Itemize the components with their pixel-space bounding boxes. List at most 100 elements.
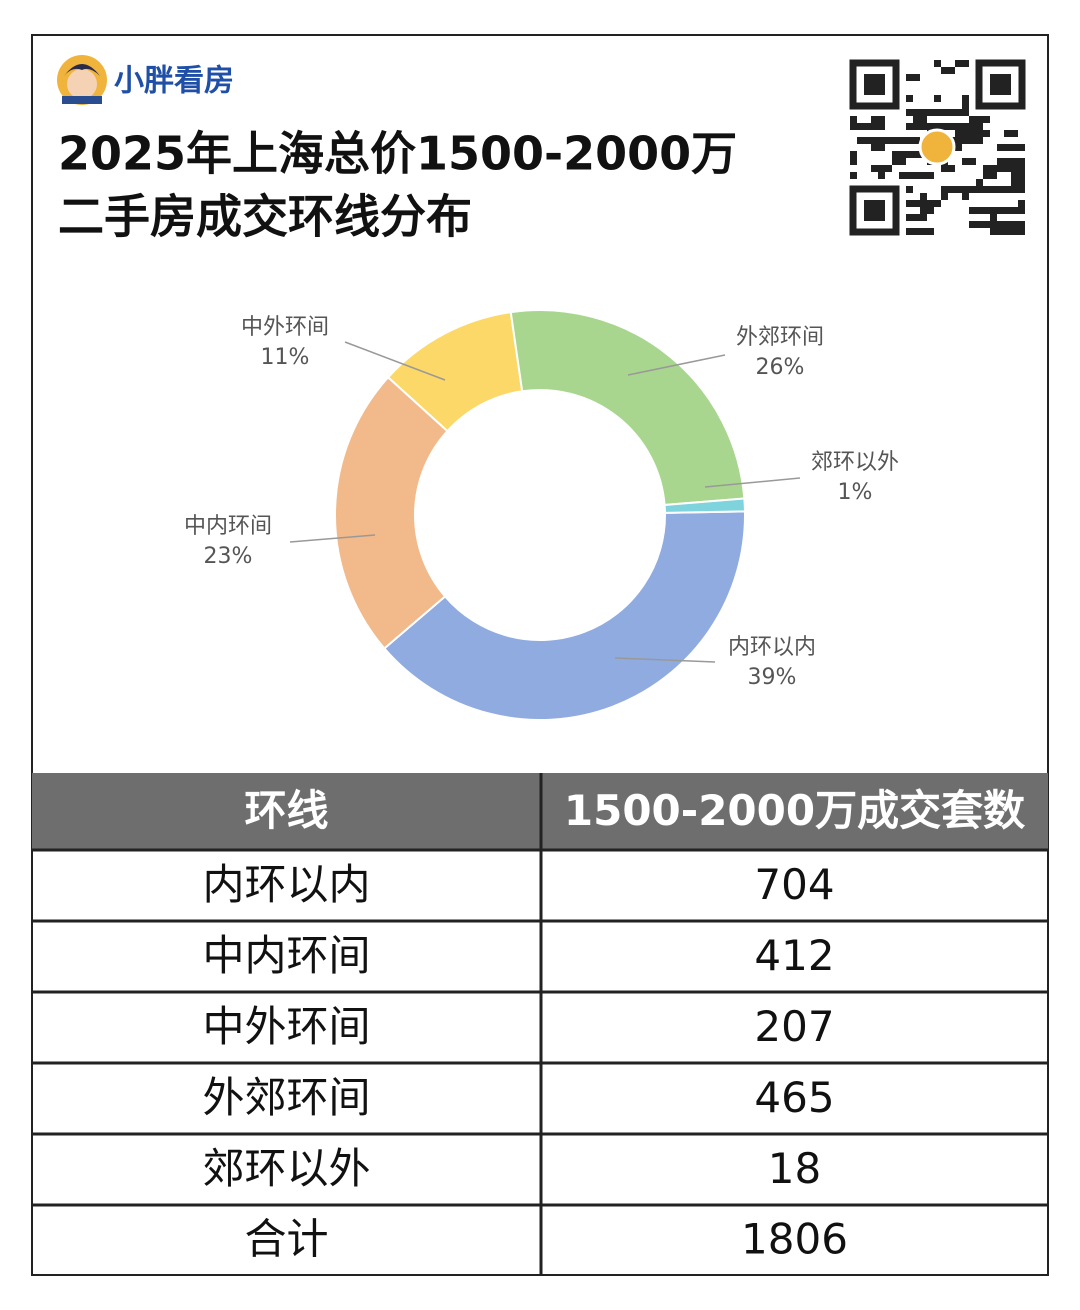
qr-cell <box>1018 165 1025 172</box>
qr-cell <box>871 116 878 123</box>
qr-cell <box>1004 144 1011 151</box>
qr-cell <box>969 186 976 193</box>
qr-cell <box>906 172 913 179</box>
title-line: 2025年上海总价1500-2000万 <box>58 127 737 181</box>
brand: 小胖看房 <box>114 64 234 99</box>
qr-cell <box>976 116 983 123</box>
qr-cell <box>941 186 948 193</box>
donut-slice <box>509 309 746 507</box>
qr-cell <box>1011 144 1018 151</box>
qr-cell <box>1011 186 1018 193</box>
qr-cell <box>976 179 983 186</box>
qr-cell <box>962 186 969 193</box>
qr-cell <box>941 165 948 172</box>
slice-value: 1% <box>838 480 873 505</box>
qr-cell <box>1004 165 1011 172</box>
table-cell: 内环以内 <box>202 860 370 909</box>
qr-cell <box>913 228 920 235</box>
qr-cell <box>1011 207 1018 214</box>
qr-cell <box>906 186 913 193</box>
qr-cell <box>934 109 941 116</box>
qr-cell <box>913 172 920 179</box>
table-cell: 704 <box>754 860 834 909</box>
qr-cell <box>927 228 934 235</box>
qr-cell <box>878 144 885 151</box>
qr-cell <box>990 207 997 214</box>
qr-cell <box>899 158 906 165</box>
qr-cell <box>997 165 1004 172</box>
table-cell: 207 <box>754 1002 834 1051</box>
qr-cell <box>871 137 878 144</box>
qr-cell <box>990 221 997 228</box>
qr-cell <box>969 123 976 130</box>
qr-cell <box>857 123 864 130</box>
qr-cell <box>927 109 934 116</box>
qr-finder <box>975 59 1026 110</box>
qr-cell <box>1011 179 1018 186</box>
qr-cell <box>997 144 1004 151</box>
qr-cell <box>892 151 899 158</box>
table-header-cell: 环线 <box>244 786 328 835</box>
qr-cell <box>976 207 983 214</box>
qr-cell <box>1018 144 1025 151</box>
qr-cell <box>871 144 878 151</box>
leader-line <box>289 534 376 543</box>
qr-cell <box>892 137 899 144</box>
qr-cell <box>955 60 962 67</box>
qr-cell <box>913 214 920 221</box>
qr-cell <box>878 165 885 172</box>
qr-cell <box>955 123 962 130</box>
qr-cell <box>1004 221 1011 228</box>
logo <box>57 55 107 105</box>
qr-cell <box>976 221 983 228</box>
qr-cell <box>913 123 920 130</box>
qr-cell <box>997 228 1004 235</box>
qr-cell <box>927 123 934 130</box>
qr-cell <box>948 186 955 193</box>
qr-cell <box>983 116 990 123</box>
qr-cell <box>983 207 990 214</box>
qr-cell <box>962 158 969 165</box>
qr-cell <box>976 130 983 137</box>
qr-cell <box>885 165 892 172</box>
qr-cell <box>1011 158 1018 165</box>
table-cell: 外郊环间 <box>202 1073 370 1122</box>
qr-cell <box>920 116 927 123</box>
qr-cell <box>1011 130 1018 137</box>
qr-cell <box>906 137 913 144</box>
qr-cell <box>962 130 969 137</box>
qr-cell <box>962 109 969 116</box>
slice-value: 23% <box>204 544 253 569</box>
qr-cell <box>955 186 962 193</box>
qr-cell <box>969 116 976 123</box>
qr-cell <box>941 67 948 74</box>
slice-label: 中内环间 <box>184 514 272 539</box>
qr-finder <box>864 200 885 221</box>
title-line: 二手房成交环线分布 <box>58 190 472 244</box>
qr-cell <box>976 123 983 130</box>
qr-cell <box>948 165 955 172</box>
qr-cell <box>934 95 941 102</box>
qr-cell <box>969 207 976 214</box>
qr-cell <box>955 109 962 116</box>
table-cell: 中内环间 <box>202 931 370 980</box>
qr-cell <box>990 165 997 172</box>
qr-cell <box>913 116 920 123</box>
qr-cell <box>913 200 920 207</box>
qr-cell <box>948 123 955 130</box>
qr-cell <box>913 109 920 116</box>
table-cell: 18 <box>768 1144 821 1193</box>
qr-cell <box>906 151 913 158</box>
qr-cell <box>997 186 1004 193</box>
qr-cell <box>962 60 969 67</box>
qr-cell <box>962 102 969 109</box>
qr-cell <box>1018 228 1025 235</box>
qr-cell <box>927 200 934 207</box>
qr-cell <box>906 109 913 116</box>
qr-cell <box>962 137 969 144</box>
qr-cell <box>906 74 913 81</box>
qr-cell <box>983 172 990 179</box>
qr-cell <box>969 137 976 144</box>
qr-cell <box>878 172 885 179</box>
